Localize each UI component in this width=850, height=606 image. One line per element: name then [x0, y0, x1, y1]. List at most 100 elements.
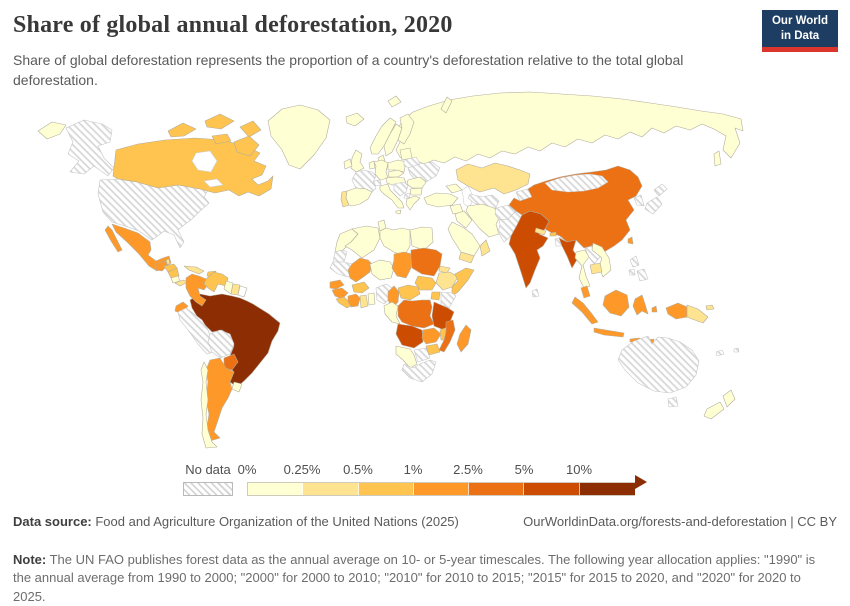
country-germany[interactable] [373, 159, 389, 181]
country-ukraine[interactable] [407, 161, 441, 183]
country-nicaragua[interactable] [167, 267, 180, 279]
country-papua-new-guinea[interactable] [686, 304, 709, 324]
country-russia-chukotka[interactable] [37, 121, 67, 140]
country-burkina-faso[interactable] [351, 281, 370, 294]
country-sudan[interactable] [410, 247, 443, 277]
country-new-zealand-north[interactable] [722, 389, 736, 408]
country-russia-novaya-zemlya[interactable] [440, 96, 453, 114]
country-taiwan[interactable] [627, 236, 634, 245]
country-bhutan[interactable] [549, 231, 557, 237]
country-kazakhstan[interactable] [455, 162, 531, 195]
country-sierra-leone-liberia[interactable] [335, 296, 353, 309]
legend-bin-5[interactable] [524, 483, 580, 495]
country-ghana[interactable] [359, 294, 369, 309]
country-canada[interactable] [112, 137, 274, 197]
country-canada-island[interactable] [167, 122, 197, 138]
country-china[interactable] [508, 165, 643, 253]
country-indonesia-sumatra[interactable] [571, 296, 599, 325]
country-guatemala[interactable] [155, 260, 168, 272]
country-central-african-republic[interactable] [397, 284, 421, 301]
country-chile[interactable] [200, 361, 218, 449]
country-zambia[interactable] [421, 327, 442, 345]
country-finland[interactable] [397, 113, 415, 145]
country-indonesia-sulawesi[interactable] [632, 294, 649, 316]
country-mali[interactable] [347, 257, 373, 283]
country-bulgaria[interactable] [409, 187, 423, 196]
legend-bin-2[interactable] [358, 483, 414, 495]
country-cuba[interactable] [183, 265, 205, 275]
country-turkey[interactable] [423, 192, 459, 208]
country-iraq[interactable] [454, 210, 473, 229]
country-indonesia-island[interactable] [651, 305, 658, 313]
country-italy[interactable] [379, 183, 405, 209]
country-papua-new-guinea-island[interactable] [705, 304, 715, 311]
country-zimbabwe[interactable] [425, 343, 441, 356]
country-south-sudan[interactable] [414, 275, 437, 291]
country-cote-divoire[interactable] [347, 293, 361, 308]
country-saudi-arabia[interactable] [447, 221, 481, 257]
country-mexico-baja[interactable] [104, 225, 123, 253]
country-japan-south[interactable] [644, 196, 663, 215]
country-thailand[interactable] [574, 249, 591, 289]
country-libya[interactable] [379, 227, 411, 257]
country-venezuela[interactable] [203, 271, 229, 293]
country-united-kingdom[interactable] [350, 149, 365, 173]
country-japan[interactable] [653, 183, 668, 197]
country-senegal[interactable] [329, 279, 345, 290]
country-togo-benin[interactable] [367, 292, 376, 306]
country-ireland[interactable] [343, 158, 353, 170]
country-argentina[interactable] [205, 357, 235, 442]
country-french-guiana[interactable] [237, 285, 248, 298]
country-gabon-congo[interactable] [383, 301, 401, 325]
country-philippines-island[interactable] [636, 268, 649, 282]
no-data-swatch[interactable] [183, 482, 233, 496]
country-vietnam[interactable] [591, 242, 612, 278]
country-korea[interactable] [633, 194, 645, 207]
legend-bin-3[interactable] [413, 483, 470, 495]
country-sri-lanka[interactable] [531, 288, 540, 298]
country-mozambique[interactable] [438, 319, 456, 353]
country-indonesia-java[interactable] [593, 327, 625, 338]
country-united-states-alaska[interactable] [65, 119, 115, 177]
country-poland[interactable] [387, 159, 407, 173]
legend-bin-6[interactable] [579, 483, 635, 495]
country-canada-island[interactable] [239, 120, 262, 138]
country-algeria[interactable] [344, 225, 381, 259]
country-angola[interactable] [395, 323, 424, 349]
country-norway[interactable] [369, 117, 397, 155]
country-philippines-island[interactable] [628, 268, 636, 276]
country-western-balkans[interactable] [393, 181, 409, 197]
country-fiji[interactable] [733, 347, 740, 353]
legend-bin-1[interactable] [303, 483, 359, 495]
country-italy-sicily[interactable] [395, 209, 402, 215]
country-russia-sakhalin[interactable] [713, 150, 722, 167]
country-yemen[interactable] [458, 251, 475, 264]
country-canada-island[interactable] [211, 133, 232, 145]
country-brazil[interactable] [189, 293, 281, 388]
country-spain[interactable] [345, 187, 373, 207]
country-russia[interactable] [395, 91, 744, 165]
country-western-sahara[interactable] [332, 249, 348, 263]
country-indonesia-borneo[interactable] [602, 289, 630, 317]
country-philippines[interactable] [629, 255, 640, 268]
country-australia-tasmania[interactable] [667, 396, 679, 408]
legend-bin-4[interactable] [469, 483, 525, 495]
country-egypt[interactable] [409, 226, 434, 251]
country-iceland[interactable] [345, 112, 365, 127]
country-colombia[interactable] [185, 273, 209, 307]
country-czechia-slovakia[interactable] [387, 169, 405, 178]
country-benelux[interactable] [368, 160, 376, 170]
country-canada-island[interactable] [204, 113, 235, 130]
country-australia[interactable] [617, 335, 700, 394]
country-chad[interactable] [391, 251, 413, 279]
country-oman[interactable] [479, 239, 491, 257]
country-mongolia[interactable] [544, 173, 609, 193]
country-mexico[interactable] [111, 223, 172, 272]
country-indonesia-papua[interactable] [665, 302, 688, 320]
attribution-link[interactable]: OurWorldinData.org/forests-and-deforesta… [523, 514, 837, 529]
country-canada-baffin[interactable] [233, 135, 260, 157]
country-bolivia[interactable] [207, 329, 235, 359]
country-botswana[interactable] [413, 347, 431, 363]
country-france[interactable] [351, 169, 377, 193]
country-dr-congo[interactable] [397, 299, 435, 329]
